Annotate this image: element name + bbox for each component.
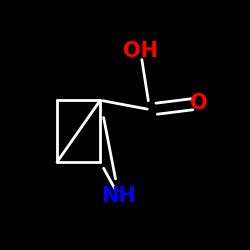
Text: NH: NH (102, 186, 136, 206)
Text: O: O (190, 93, 208, 113)
Text: OH: OH (123, 41, 158, 61)
